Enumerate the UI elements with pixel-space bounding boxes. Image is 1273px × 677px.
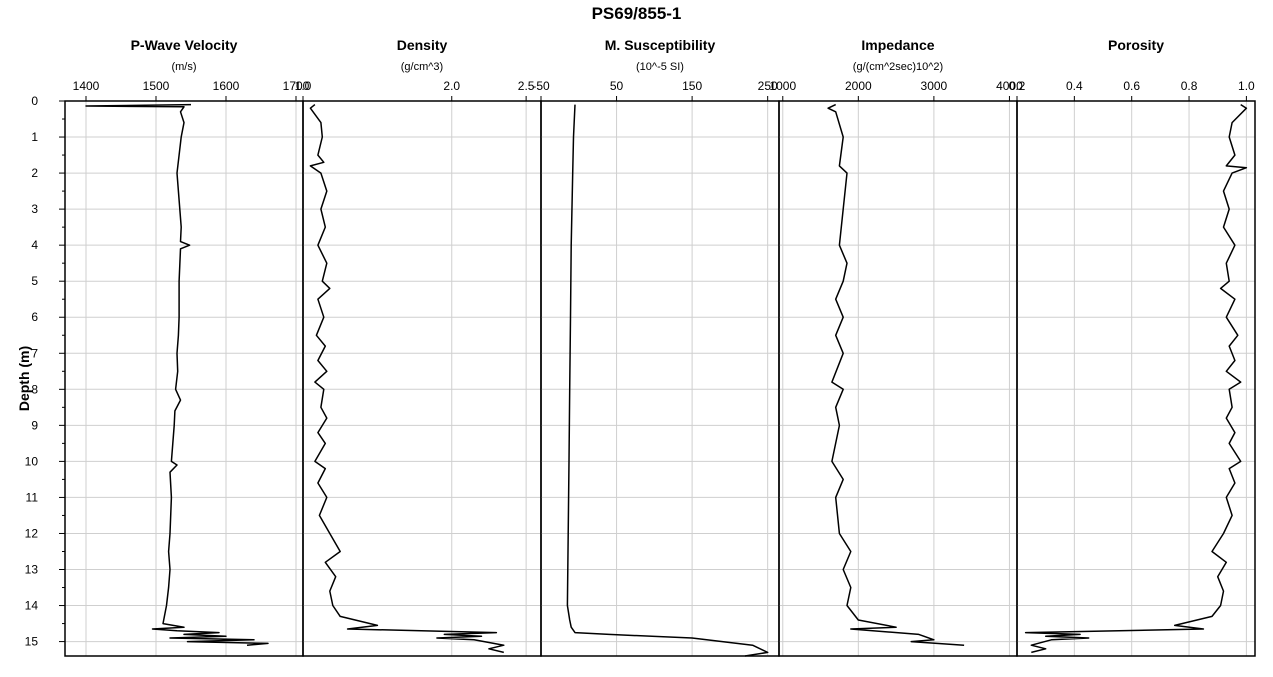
panel-frame <box>302 100 542 657</box>
depth-tick-label: 0 <box>31 94 38 108</box>
panel-frame <box>1016 100 1256 657</box>
depth-tick-label: 5 <box>31 274 38 288</box>
series-line <box>1024 103 1248 654</box>
depth-tick-label: 12 <box>25 526 39 540</box>
panel-unit: (g/(cm^2sec)10^2) <box>853 61 943 73</box>
x-tick-label: 0.6 <box>1123 79 1140 93</box>
depth-tick-label: 4 <box>31 238 38 252</box>
panel-title: M. Susceptibility <box>605 37 716 53</box>
depth-tick-label: 13 <box>25 563 39 577</box>
panel-unit: (g/cm^3) <box>401 61 443 73</box>
depth-tick-label: 11 <box>26 490 39 504</box>
x-tick-label: 1000 <box>769 79 796 93</box>
depth-tick-label: 8 <box>31 382 38 396</box>
x-tick-label: 0.4 <box>1066 79 1083 93</box>
x-tick-label: 2000 <box>845 79 872 93</box>
depth-tick-label: 9 <box>31 418 38 432</box>
x-tick-label: 50 <box>610 79 624 93</box>
series-line <box>566 104 769 657</box>
depth-tick-label: 7 <box>31 346 38 360</box>
x-tick-label: 1400 <box>73 79 100 93</box>
depth-tick-label: 6 <box>31 310 38 324</box>
series-line <box>827 103 965 646</box>
x-tick-label: 2.0 <box>443 79 460 93</box>
x-tick-label: 0.2 <box>1009 79 1026 93</box>
panel-frame <box>540 100 780 657</box>
x-tick-label: 1500 <box>143 79 170 93</box>
x-tick-label: -50 <box>532 79 550 93</box>
panel-unit: (m/s) <box>171 61 196 73</box>
depth-tick-label: 2 <box>31 166 38 180</box>
x-tick-label: 1600 <box>213 79 240 93</box>
x-tick-label: 3000 <box>921 79 948 93</box>
panel-title: Porosity <box>1108 37 1164 53</box>
depth-axis-label: Depth (m) <box>16 346 32 411</box>
depth-tick-label: 1 <box>31 130 38 144</box>
depth-tick-label: 15 <box>25 635 39 649</box>
depth-tick-label: 3 <box>31 202 38 216</box>
panel-frame <box>64 100 304 657</box>
panel-frame <box>778 100 1018 657</box>
x-tick-label: 4000 <box>996 79 1023 93</box>
x-tick-label: 1.0 <box>295 79 312 93</box>
depth-tick-label: 10 <box>25 454 39 468</box>
x-tick-label: 2.5 <box>518 79 535 93</box>
panel-unit: (10^-5 SI) <box>636 61 684 73</box>
x-tick-label: 150 <box>682 79 702 93</box>
depth-tick-label: 14 <box>25 599 39 613</box>
panel-title: Impedance <box>861 37 934 53</box>
series-line <box>85 103 269 646</box>
panel-title: Density <box>397 37 448 53</box>
x-tick-label: 1700 <box>283 79 310 93</box>
x-tick-label: 0.8 <box>1181 79 1198 93</box>
panel-title: P-Wave Velocity <box>131 37 238 53</box>
chart-title: PS69/855-1 <box>591 4 682 23</box>
x-tick-label: 250 <box>758 79 778 93</box>
x-tick-label: 1.0 <box>1238 79 1255 93</box>
series-line <box>309 104 505 654</box>
